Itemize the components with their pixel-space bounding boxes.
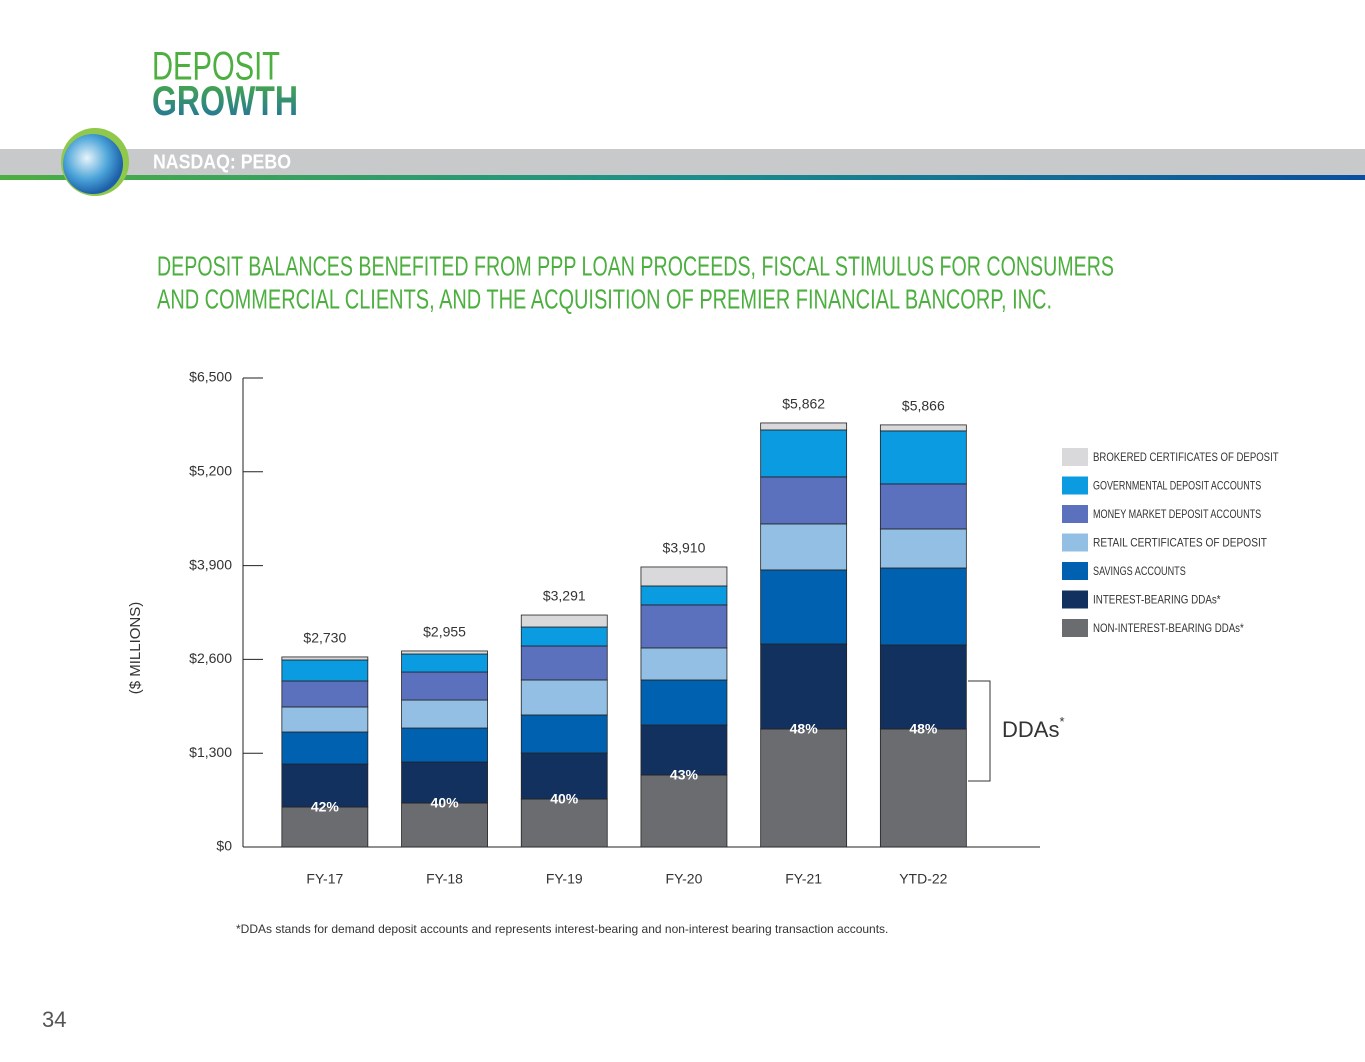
bar-segment bbox=[401, 802, 488, 848]
total-label: $2,955 bbox=[423, 624, 466, 640]
bar-segment bbox=[760, 476, 848, 525]
bar-segment bbox=[879, 483, 967, 530]
footnote: *DDAs stands for demand deposit accounts… bbox=[236, 922, 888, 936]
legend-label: INTEREST-BEARING DDAs* bbox=[1093, 593, 1221, 607]
legend-swatch bbox=[1062, 476, 1088, 495]
y-tick-label: $0 bbox=[216, 838, 232, 854]
legend-swatch bbox=[1062, 533, 1088, 552]
bar-segment bbox=[760, 728, 848, 848]
bar-segment bbox=[520, 645, 608, 681]
bar-segment bbox=[760, 643, 848, 730]
header-line bbox=[0, 175, 1365, 180]
bar-segment bbox=[640, 604, 728, 649]
bar-segment bbox=[401, 761, 488, 804]
bracket-label: DDAs* bbox=[1002, 714, 1065, 741]
bar-segment bbox=[640, 724, 728, 776]
bracket-text: DDAs bbox=[1002, 717, 1059, 742]
bar-segment bbox=[281, 706, 369, 733]
dda-share-label: 43% bbox=[670, 767, 699, 783]
y-tick-label: $2,600 bbox=[189, 650, 232, 666]
dda-share-label: 48% bbox=[909, 721, 938, 737]
title-line1: DEPOSIT bbox=[152, 45, 280, 89]
dda-share-label: 48% bbox=[790, 721, 819, 737]
bar-segment bbox=[760, 429, 848, 478]
y-axis-label: ($ MILLIONS) bbox=[127, 602, 144, 695]
bar-segment bbox=[401, 650, 488, 655]
total-label: $3,291 bbox=[543, 588, 586, 604]
legend-swatch bbox=[1062, 619, 1088, 637]
bar-segment bbox=[879, 728, 967, 848]
y-tick-label: $5,200 bbox=[189, 463, 232, 479]
legend-swatch bbox=[1062, 590, 1088, 609]
logo bbox=[63, 134, 123, 194]
ticker: NASDAQ: PEBO bbox=[153, 151, 291, 173]
bar-segment bbox=[281, 763, 369, 808]
legend-label: SAVINGS ACCOUNTS bbox=[1093, 564, 1186, 578]
bar-segment bbox=[520, 679, 608, 716]
bar-segment bbox=[640, 679, 728, 726]
y-tick-label: $1,300 bbox=[189, 744, 232, 760]
subtitle-line2: AND COMMERCIAL CLIENTS, AND THE ACQUISIT… bbox=[157, 283, 1052, 314]
bar-segment bbox=[879, 430, 967, 485]
x-tick-label: YTD-22 bbox=[899, 871, 947, 887]
legend-swatch bbox=[1062, 562, 1088, 580]
bar-segment bbox=[640, 774, 728, 848]
bar-segment bbox=[281, 680, 369, 708]
dda-share-label: 42% bbox=[311, 799, 340, 815]
bracket-mark: * bbox=[1059, 714, 1064, 729]
bar-segment bbox=[760, 422, 848, 431]
bar-segment bbox=[281, 731, 369, 765]
y-tick-label: $3,900 bbox=[189, 556, 232, 572]
x-tick-label: FY-20 bbox=[666, 871, 703, 887]
page-number: 34 bbox=[42, 1007, 66, 1032]
subtitle-line1: DEPOSIT BALANCES BENEFITED FROM PPP LOAN… bbox=[157, 250, 1114, 281]
legend-label: BROKERED CERTIFICATES OF DEPOSIT bbox=[1093, 450, 1279, 464]
bar-segment bbox=[520, 626, 608, 647]
legend-label: GOVERNMENTAL DEPOSIT ACCOUNTS bbox=[1093, 479, 1261, 493]
legend-swatch bbox=[1062, 505, 1088, 523]
total-label: $3,910 bbox=[663, 540, 706, 556]
bar-segment bbox=[760, 523, 848, 571]
dda-bracket bbox=[968, 680, 991, 782]
x-tick-label: FY-19 bbox=[546, 871, 583, 887]
bar-segment bbox=[401, 727, 488, 763]
x-tick-label: FY-17 bbox=[306, 871, 343, 887]
bar-segment bbox=[879, 567, 967, 646]
bar-segment bbox=[640, 585, 728, 606]
bar-segment bbox=[640, 647, 728, 681]
bar-segment bbox=[401, 653, 488, 673]
title-line2: GROWTH bbox=[152, 77, 298, 124]
bar-segment bbox=[879, 644, 967, 730]
legend-label: RETAIL CERTIFICATES OF DEPOSIT bbox=[1093, 536, 1268, 550]
bar-segment bbox=[520, 714, 608, 754]
x-tick-label: FY-18 bbox=[426, 871, 463, 887]
bar-segment bbox=[281, 806, 369, 848]
dda-share-label: 40% bbox=[431, 795, 460, 811]
legend-label: MONEY MARKET DEPOSIT ACCOUNTS bbox=[1093, 507, 1261, 521]
bar-segment bbox=[640, 566, 728, 587]
bar-segment bbox=[401, 671, 488, 701]
total-label: $5,866 bbox=[902, 398, 945, 414]
bar-segment bbox=[281, 659, 369, 682]
ticker-band bbox=[0, 149, 1365, 175]
x-tick-label: FY-21 bbox=[785, 871, 822, 887]
dda-share-label: 40% bbox=[550, 791, 579, 807]
bar-segment bbox=[281, 656, 369, 661]
legend-label: NON-INTEREST-BEARING DDAs* bbox=[1093, 621, 1244, 635]
bar-segment bbox=[520, 752, 608, 800]
bar-segment bbox=[520, 614, 608, 628]
total-label: $2,730 bbox=[303, 630, 346, 646]
y-tick-label: $6,500 bbox=[189, 369, 232, 385]
total-label: $5,862 bbox=[782, 396, 825, 412]
bar-segment bbox=[879, 528, 967, 569]
bar-segment bbox=[401, 699, 488, 729]
bar-segment bbox=[760, 569, 848, 645]
legend-swatch bbox=[1062, 448, 1088, 466]
bar-segment bbox=[520, 798, 608, 848]
bar-segment bbox=[879, 424, 967, 432]
